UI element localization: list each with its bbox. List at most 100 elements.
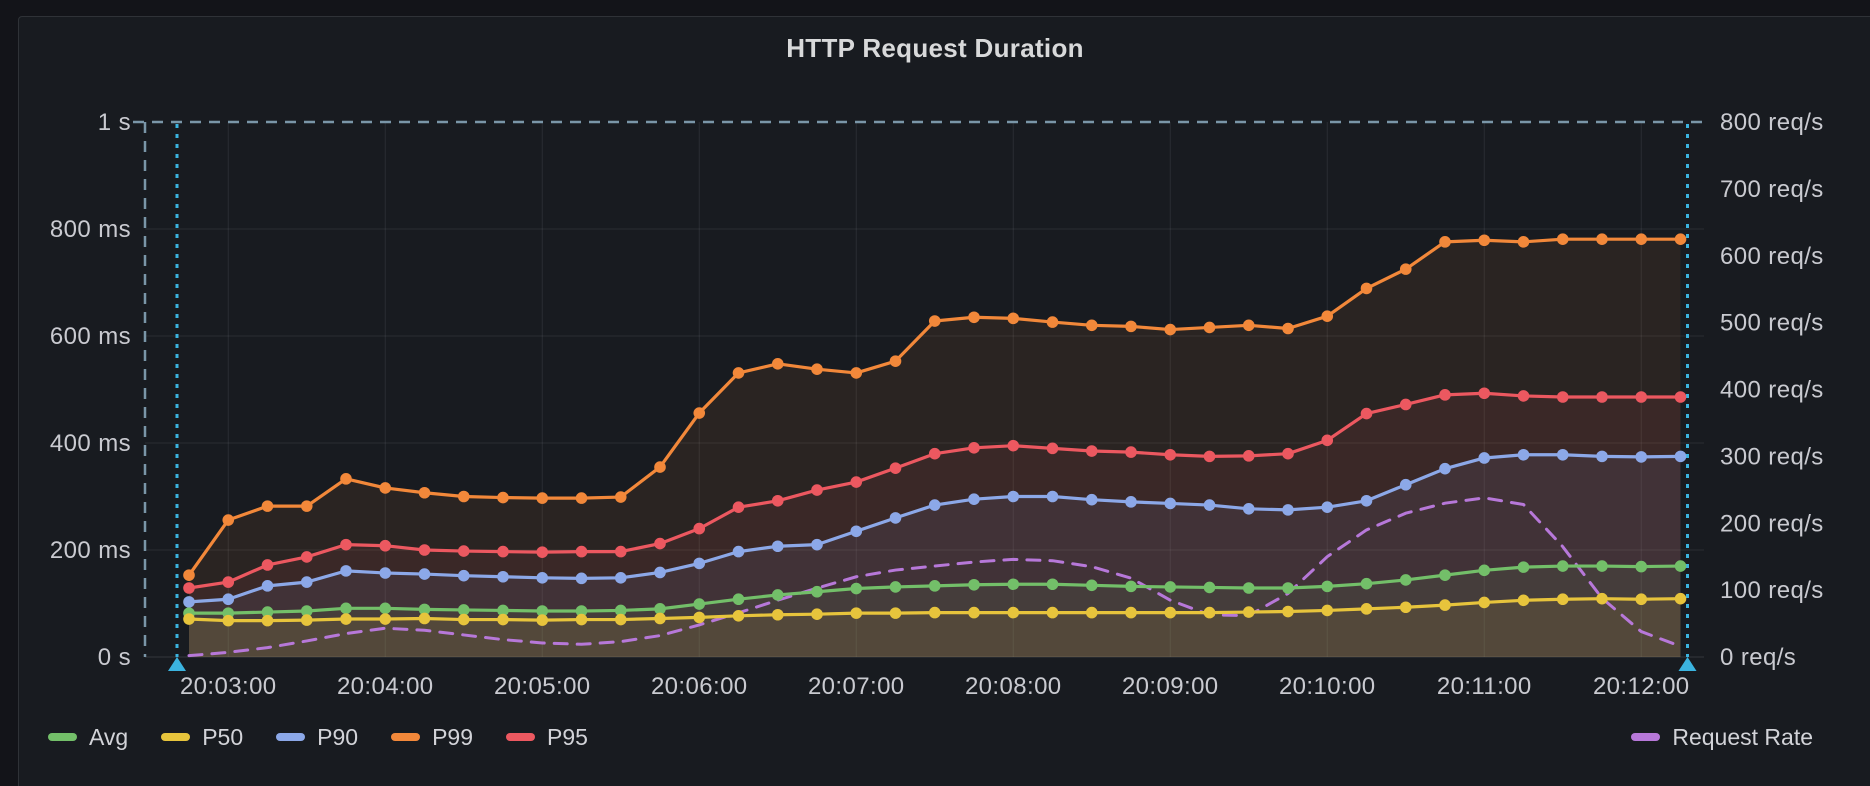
series-point-p99[interactable] [1125,320,1137,333]
series-point-p99[interactable] [1556,233,1569,245]
series-point-p90[interactable] [1360,494,1373,507]
series-point-avg[interactable] [1478,564,1491,577]
series-point-p99[interactable] [850,367,863,379]
series-point-p95[interactable] [928,447,941,460]
legend-item-p50[interactable]: P50 [161,724,243,751]
series-point-p99[interactable] [1478,234,1491,247]
series-point-p90[interactable] [457,569,470,582]
series-point-p99[interactable] [1203,321,1216,334]
series-point-p99[interactable] [771,358,784,370]
series-point-p99[interactable] [418,486,431,499]
series-point-p50[interactable] [928,606,941,619]
series-point-p99[interactable] [1439,236,1451,248]
series-point-p90[interactable] [1164,497,1177,510]
series-point-p95[interactable] [1282,447,1294,460]
series-point-p50[interactable] [771,608,784,621]
series-point-avg[interactable] [340,602,352,615]
series-point-p99[interactable] [1674,233,1687,245]
legend-item-p90[interactable]: P90 [276,724,358,751]
series-point-p99[interactable] [379,482,392,494]
series-point-p95[interactable] [261,559,274,571]
series-point-p90[interactable] [732,545,745,558]
series-point-p90[interactable] [1439,462,1451,475]
series-point-avg[interactable] [1203,581,1216,594]
series-point-avg[interactable] [1399,574,1412,586]
series-point-avg[interactable] [497,604,509,617]
series-point-p90[interactable] [889,512,902,524]
series-point-p50[interactable] [1321,604,1334,617]
series-point-p90[interactable] [1203,499,1216,511]
series-point-p99[interactable] [1635,233,1648,245]
series-point-p90[interactable] [1007,490,1020,503]
series-point-p90[interactable] [1556,448,1569,461]
series-point-avg[interactable] [1439,569,1451,581]
legend-item-p99[interactable]: P99 [391,724,473,751]
series-point-p95[interactable] [418,544,431,556]
series-point-p50[interactable] [1674,592,1687,605]
series-point-p50[interactable] [811,608,823,620]
series-point-p50[interactable] [1635,593,1648,606]
series-point-p50[interactable] [1007,606,1020,619]
series-point-p95[interactable] [1085,445,1098,457]
series-point-avg[interactable] [1517,561,1530,573]
series-point-p50[interactable] [1046,606,1059,619]
series-point-p90[interactable] [222,593,235,606]
series-point-p90[interactable] [497,570,509,583]
panel-title[interactable]: HTTP Request Duration [786,33,1084,63]
series-point-p95[interactable] [1596,391,1608,403]
series-point-p95[interactable] [1439,389,1451,401]
series-point-p90[interactable] [1399,478,1412,491]
series-point-p50[interactable] [457,613,470,626]
series-point-p90[interactable] [811,538,823,551]
series-point-p95[interactable] [693,522,706,535]
series-point-p90[interactable] [1085,493,1098,506]
series-point-p99[interactable] [340,473,352,485]
series-point-avg[interactable] [1282,582,1294,594]
series-point-p50[interactable] [300,614,313,626]
series-point-avg[interactable] [1596,560,1608,572]
series-point-p95[interactable] [1321,434,1334,447]
series-point-p90[interactable] [183,596,195,608]
series-point-avg[interactable] [732,593,745,606]
series-point-p99[interactable] [183,569,195,581]
series-point-p95[interactable] [614,545,627,558]
series-point-p99[interactable] [811,363,823,375]
series-point-p99[interactable] [614,491,627,503]
series-point-p99[interactable] [1282,322,1294,335]
series-point-p90[interactable] [536,572,549,584]
series-point-avg[interactable] [379,602,392,615]
series-point-p95[interactable] [654,537,666,550]
series-point-avg[interactable] [300,605,313,617]
series-point-p99[interactable] [536,492,549,504]
series-point-p50[interactable] [732,610,745,622]
series-point-p90[interactable] [1635,451,1648,463]
series-point-p90[interactable] [1125,496,1137,508]
series-point-p95[interactable] [889,462,902,474]
series-point-p90[interactable] [1242,503,1255,515]
series-point-p50[interactable] [1085,606,1098,619]
series-point-p95[interactable] [732,501,745,513]
series-point-p95[interactable] [1203,450,1216,463]
series-point-p95[interactable] [575,545,588,558]
series-point-p50[interactable] [418,612,431,625]
series-point-p95[interactable] [850,476,863,488]
series-point-p95[interactable] [1360,407,1373,420]
series-point-p95[interactable] [1242,450,1255,462]
series-point-p99[interactable] [1046,316,1059,328]
annotation-marker-icon[interactable] [1678,657,1697,671]
series-point-avg[interactable] [1125,580,1137,593]
series-point-p50[interactable] [1203,606,1216,619]
series-point-p95[interactable] [1007,439,1020,452]
series-point-p95[interactable] [457,545,470,557]
series-point-p50[interactable] [1439,599,1451,611]
series-point-p99[interactable] [654,461,666,473]
series-point-p95[interactable] [1635,391,1648,403]
series-point-p99[interactable] [222,514,235,526]
series-point-p50[interactable] [1478,596,1491,609]
series-point-p99[interactable] [732,367,745,379]
series-point-p99[interactable] [968,311,980,324]
series-point-avg[interactable] [968,578,980,591]
series-point-avg[interactable] [928,580,941,592]
series-point-p50[interactable] [1242,606,1255,618]
